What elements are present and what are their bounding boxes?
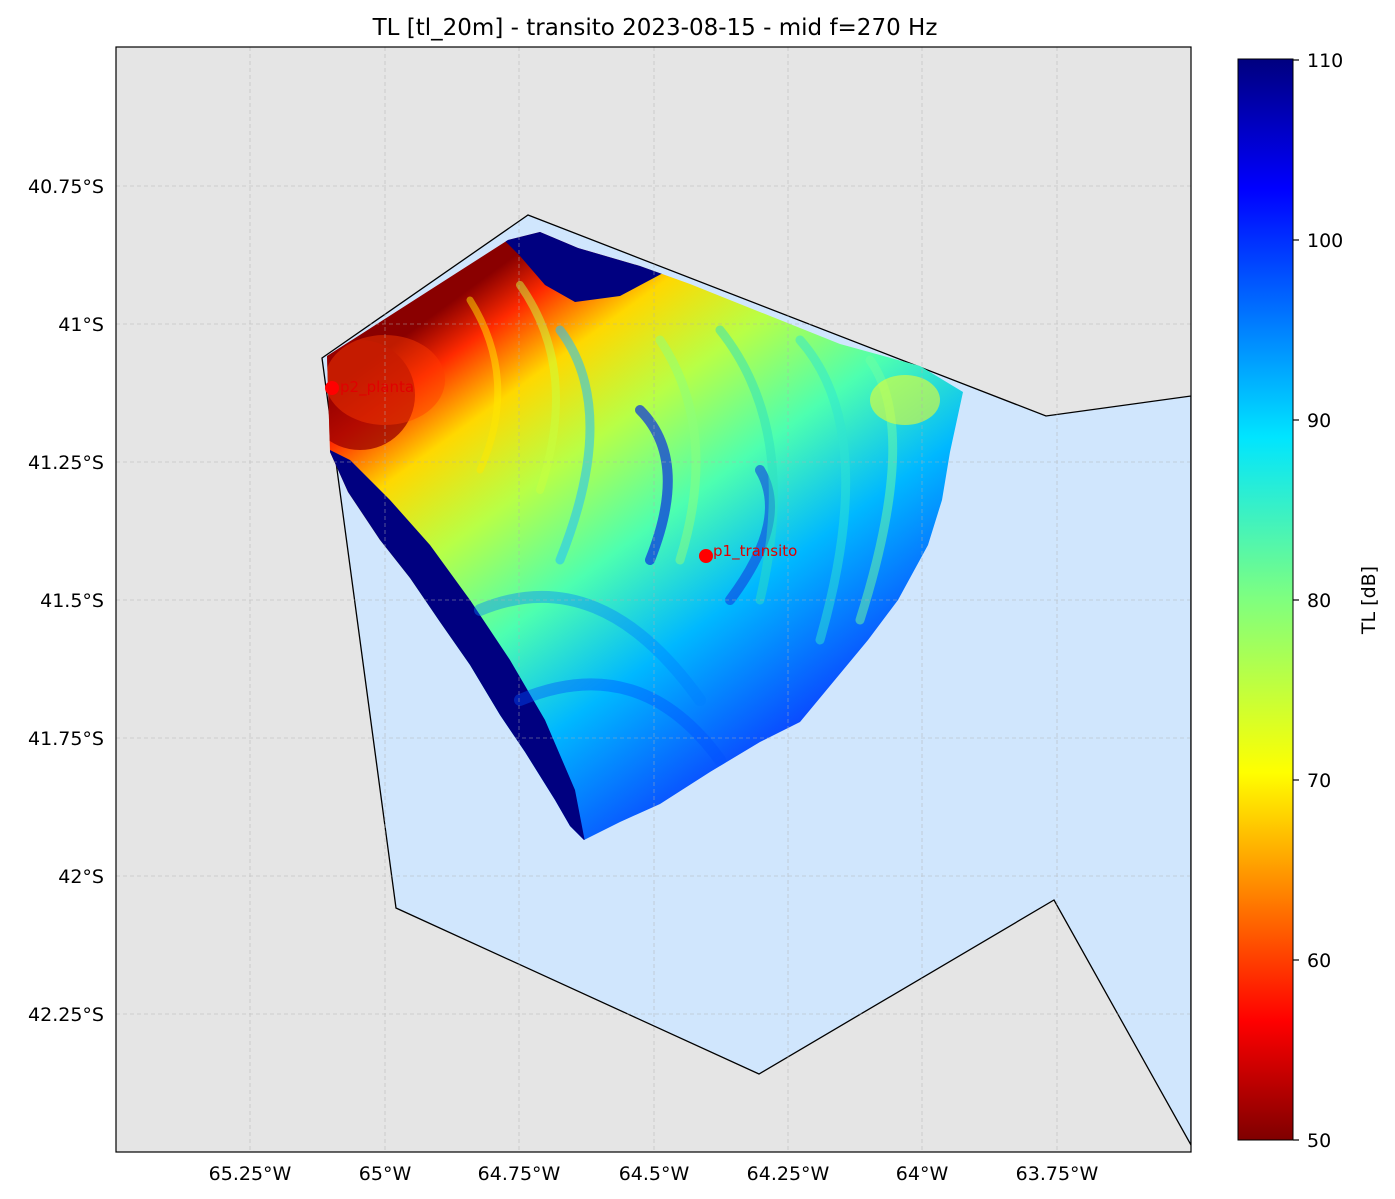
colorbar-tick-label: 50: [1307, 1130, 1331, 1152]
map-panel: p2_planta p1_transito: [116, 47, 1191, 1152]
point-marker: [699, 549, 713, 563]
x-tick-label: 63.75°W: [1016, 1163, 1099, 1185]
x-tick-label: 64°W: [896, 1163, 949, 1185]
y-tick-label: 40.75°S: [28, 176, 104, 198]
colorbar-gradient: [1237, 58, 1294, 1141]
y-axis-ticks: 40.75°S 41°S 41.25°S 41.5°S 41.75°S 42°S…: [28, 176, 104, 1026]
y-tick-label: 42.25°S: [28, 1004, 104, 1026]
colorbar-tick-label: 110: [1307, 50, 1343, 72]
x-tick-label: 65°W: [359, 1163, 412, 1185]
point-label: p1_transito: [713, 542, 797, 561]
point-p2-planta: p2_planta: [325, 378, 414, 397]
colorbar-tick-label: 80: [1307, 590, 1331, 612]
y-tick-label: 42°S: [58, 866, 104, 888]
x-tick-label: 64.5°W: [619, 1163, 690, 1185]
x-axis-ticks: 65.25°W 65°W 64.75°W 64.5°W 64.25°W 64°W…: [209, 1163, 1099, 1185]
colorbar-tick-marks: [1293, 59, 1299, 1141]
y-tick-label: 41.75°S: [28, 728, 104, 750]
colorbar: 110 100 90 80 70 60 50 TL [dB]: [1237, 50, 1380, 1152]
colorbar-tick-label: 90: [1307, 410, 1331, 432]
east-warm-patch: [870, 375, 940, 425]
point-p1-transito: p1_transito: [699, 542, 797, 563]
shadow-zone-west: [330, 450, 585, 840]
source-hotspot: [327, 340, 415, 450]
point-marker: [325, 381, 339, 395]
shadow-zone-north: [500, 232, 665, 302]
y-tick-label: 41.25°S: [28, 452, 104, 474]
x-tick-label: 64.75°W: [478, 1163, 561, 1185]
map-frame: [115, 46, 1192, 1153]
x-tick-label: 65.25°W: [209, 1163, 292, 1185]
colorbar-tick-label: 60: [1307, 950, 1331, 972]
y-tick-label: 41°S: [58, 314, 104, 336]
plot-title: TL [tl_20m] - transito 2023-08-15 - mid …: [372, 15, 938, 41]
y-tick-label: 41.5°S: [40, 590, 104, 612]
point-label: p2_planta: [340, 378, 414, 397]
colorbar-label: TL [dB]: [1358, 566, 1380, 635]
gridlines: [116, 47, 1191, 1152]
interference-bands: [466, 281, 898, 766]
colorbar-tick-label: 100: [1307, 230, 1343, 252]
colorbar-tick-label: 70: [1307, 770, 1331, 792]
x-tick-label: 64.25°W: [747, 1163, 830, 1185]
